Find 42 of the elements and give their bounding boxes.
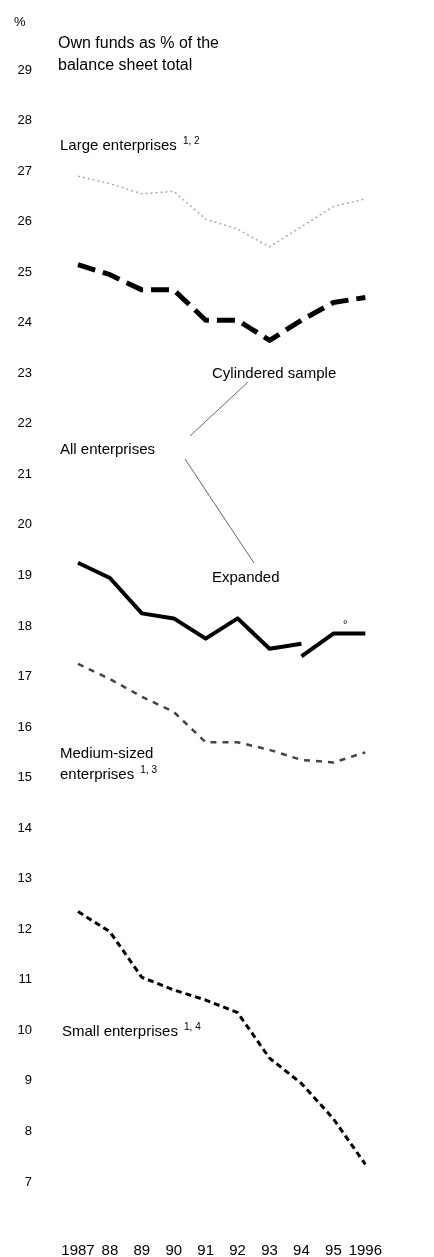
x-tick-label: 89 <box>133 1241 151 1257</box>
x-tick-label: 90 <box>165 1241 183 1257</box>
x-tick-label: 95 <box>325 1241 342 1257</box>
y-tick-label: 18 <box>17 617 32 633</box>
annotation: ° <box>343 618 348 630</box>
y-tick-label: 28 <box>17 112 32 128</box>
y-tick-label: 13 <box>17 870 32 886</box>
y-tick-label: 22 <box>17 415 32 431</box>
y-tick-label: 19 <box>17 567 32 583</box>
y-tick-label: 12 <box>17 920 32 936</box>
x-tick-label: 88 <box>101 1241 119 1257</box>
x-tick-label: 93 <box>261 1241 278 1257</box>
text: Medium-sized enterprises 1, 3 <box>60 744 158 782</box>
y-tick-label: 23 <box>17 364 32 380</box>
x-tick-label: 1996 <box>348 1241 382 1257</box>
y-axis-title: % <box>14 14 26 29</box>
x-tick-label: 92 <box>229 1241 246 1257</box>
y-tick-label: 16 <box>17 718 32 734</box>
y-tick-label: 20 <box>17 516 32 532</box>
series-label: Large enterprises 1, 2 <box>60 135 201 153</box>
y-tick-label: 8 <box>24 1123 32 1139</box>
y-tick-label: 7 <box>24 1173 32 1189</box>
y-tick-label: 29 <box>17 61 32 77</box>
y-tick-label: 11 <box>18 971 32 987</box>
chart-title: Own funds as % of the balance sheet total <box>58 34 220 73</box>
x-tick-label: 91 <box>197 1241 215 1257</box>
y-tick-label: 10 <box>17 1021 32 1037</box>
text: Expanded <box>212 568 280 585</box>
y-tick-label: 14 <box>17 819 32 835</box>
y-tick-label: 24 <box>17 314 32 330</box>
y-tick-label: 25 <box>17 263 32 279</box>
text: Cylindered sample <box>212 364 337 381</box>
annotation: All enterprises <box>60 440 156 457</box>
x-tick-label: 1987 <box>61 1241 95 1257</box>
y-tick-label: 17 <box>17 668 32 684</box>
y-tick-label: 15 <box>17 769 32 785</box>
y-tick-label: 21 <box>17 465 32 481</box>
y-tick-label: 27 <box>17 162 32 178</box>
x-tick-label: 94 <box>293 1241 310 1257</box>
y-tick-label: 26 <box>17 213 32 229</box>
series-label: Small enterprises 1, 4 <box>62 1021 202 1039</box>
y-tick-label: 9 <box>24 1072 32 1088</box>
